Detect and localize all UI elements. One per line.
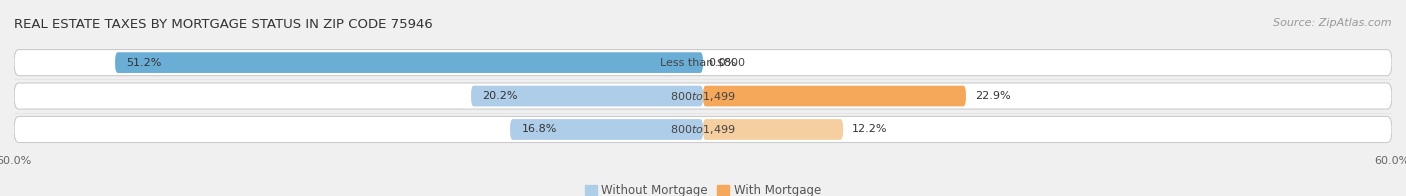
FancyBboxPatch shape — [703, 86, 966, 106]
FancyBboxPatch shape — [115, 52, 703, 73]
Text: 20.2%: 20.2% — [482, 91, 517, 101]
Text: 12.2%: 12.2% — [852, 124, 887, 134]
Text: 51.2%: 51.2% — [127, 58, 162, 68]
Legend: Without Mortgage, With Mortgage: Without Mortgage, With Mortgage — [581, 179, 825, 196]
Text: $800 to $1,499: $800 to $1,499 — [671, 123, 735, 136]
Text: Less than $800: Less than $800 — [661, 58, 745, 68]
FancyBboxPatch shape — [14, 116, 1392, 142]
Text: 22.9%: 22.9% — [976, 91, 1011, 101]
Text: $800 to $1,499: $800 to $1,499 — [671, 90, 735, 103]
FancyBboxPatch shape — [14, 83, 1392, 109]
Text: 0.0%: 0.0% — [709, 58, 737, 68]
Text: REAL ESTATE TAXES BY MORTGAGE STATUS IN ZIP CODE 75946: REAL ESTATE TAXES BY MORTGAGE STATUS IN … — [14, 18, 433, 31]
FancyBboxPatch shape — [510, 119, 703, 140]
Text: 16.8%: 16.8% — [522, 124, 557, 134]
Text: Source: ZipAtlas.com: Source: ZipAtlas.com — [1274, 18, 1392, 28]
FancyBboxPatch shape — [471, 86, 703, 106]
FancyBboxPatch shape — [703, 119, 844, 140]
FancyBboxPatch shape — [14, 50, 1392, 76]
